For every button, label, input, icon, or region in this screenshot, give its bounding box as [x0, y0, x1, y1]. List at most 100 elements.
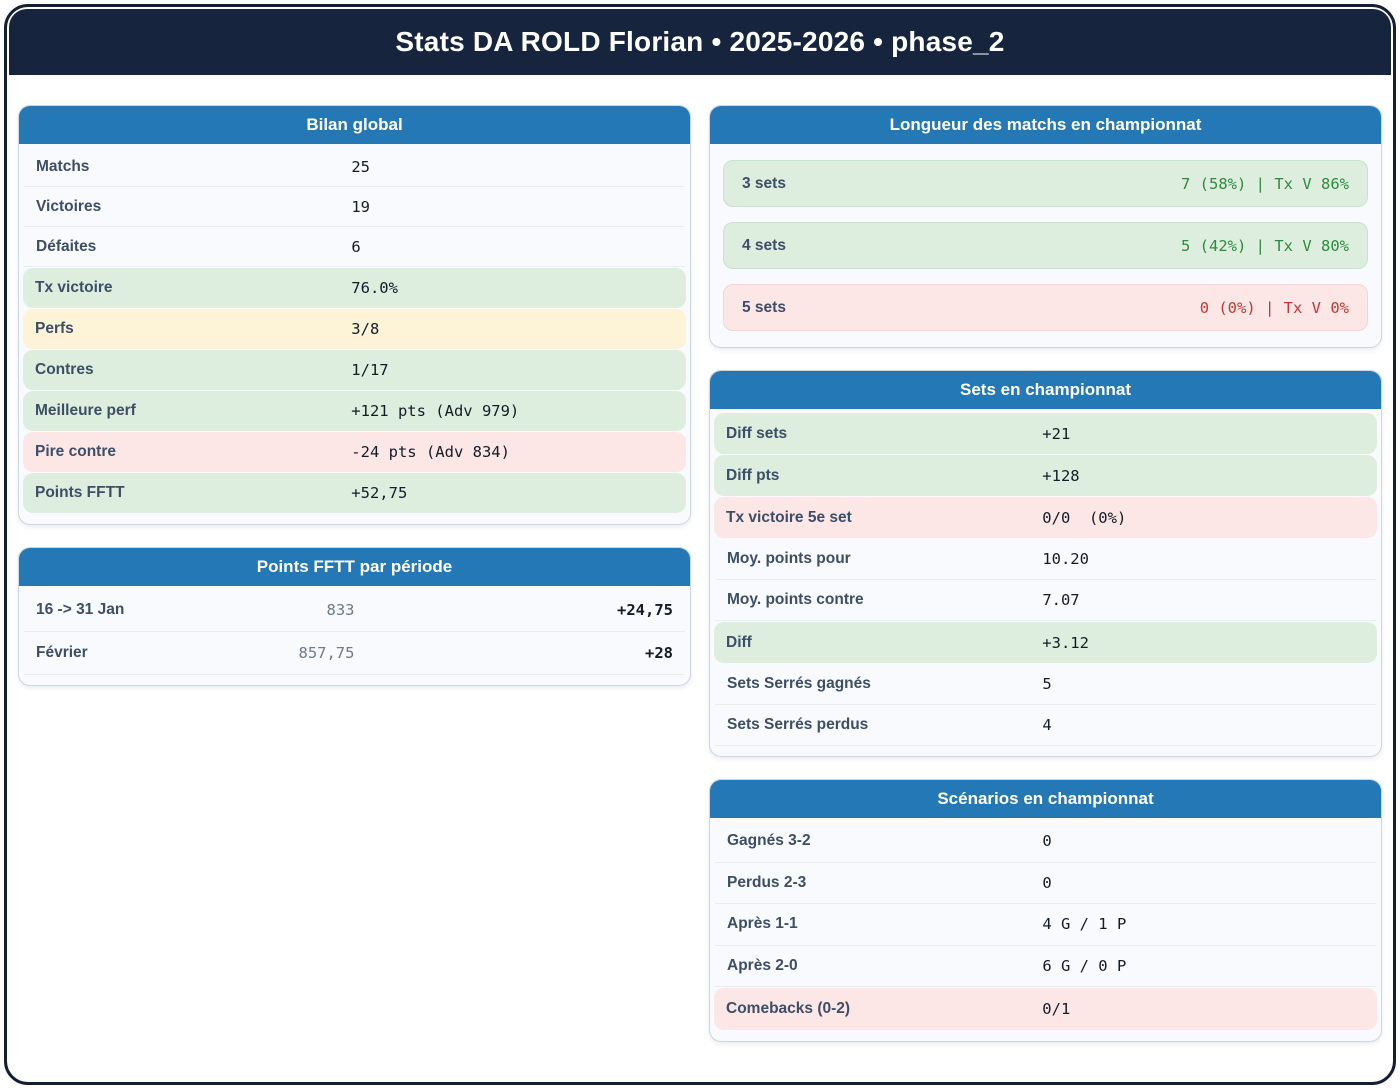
stat-label: Diff pts [726, 466, 780, 484]
stat-label: Meilleure perf [35, 402, 136, 419]
stat-label: Perdus 2-3 [727, 873, 807, 891]
card-body: 16 -> 31 Jan 833 +24,75 Février 857,75 +… [19, 586, 690, 685]
match-length-row: 5 sets 0 (0%) | Tx V 0% [723, 284, 1368, 331]
stat-row: Diff +3.12 [714, 622, 1377, 663]
match-length-label: 5 sets [742, 298, 786, 316]
stat-value: +3.12 [1042, 633, 1089, 652]
stat-value: 1/17 [351, 361, 389, 379]
stat-label: Contres [35, 361, 94, 378]
stat-row: Tx victoire 5e set 0/0 (0%) [714, 497, 1377, 538]
stat-row: Perfs 3/8 [23, 309, 686, 349]
stat-value: +52,75 [351, 484, 408, 502]
stat-value: 4 G / 1 P [1042, 915, 1127, 934]
stat-row: Contres 1/17 [23, 350, 686, 390]
period-row: 16 -> 31 Jan 833 +24,75 [24, 589, 685, 632]
match-length-label: 4 sets [742, 236, 786, 254]
stat-row: Après 2-0 6 G / 0 P [715, 946, 1376, 987]
stat-value: 7.07 [1042, 591, 1080, 609]
stat-value: 0 [1042, 873, 1052, 892]
stat-row: Perdus 2-3 0 [715, 863, 1376, 904]
stat-value: +21 [1042, 424, 1071, 443]
stat-row: Après 1-1 4 G / 1 P [715, 904, 1376, 946]
stat-row: Points FFTT +52,75 [23, 473, 686, 513]
stat-value: 10.20 [1042, 550, 1089, 568]
card-title: Points FFTT par période [19, 548, 690, 586]
stat-label: Victoires [36, 197, 102, 215]
match-length-value: 5 (42%) | Tx V 80% [1181, 236, 1349, 255]
card-longueur-matchs: Longueur des matchs en championnat 3 set… [709, 105, 1382, 348]
period-label: Février [36, 644, 88, 661]
stat-value: 5 [1042, 675, 1052, 693]
stat-value: 4 [1042, 716, 1052, 734]
stat-value: 0/1 [1042, 999, 1071, 1018]
right-column: Longueur des matchs en championnat 3 set… [709, 105, 1382, 1042]
stat-label: Diff [726, 633, 752, 651]
card-title: Longueur des matchs en championnat [710, 106, 1381, 144]
stat-label: Moy. points contre [727, 591, 864, 608]
stat-value: 76.0% [351, 279, 398, 297]
stat-label: Moy. points pour [727, 550, 851, 567]
period-row: Février 857,75 +28 [24, 632, 685, 675]
stat-value: 0/0 (0%) [1042, 508, 1127, 527]
content-grid: Bilan global Matchs 25 Victoires 19 Défa… [7, 75, 1393, 1042]
card-body: Gagnés 3-2 0 Perdus 2-3 0 Après 1-1 4 G … [710, 818, 1381, 1041]
period-points: 857,75 [298, 644, 355, 662]
stat-value: 3/8 [351, 320, 380, 338]
card-title: Scénarios en championnat [710, 780, 1381, 818]
card-title: Bilan global [19, 106, 690, 144]
stat-value: 19 [351, 197, 370, 216]
stat-value: 6 G / 0 P [1042, 956, 1127, 975]
card-bilan-global: Bilan global Matchs 25 Victoires 19 Défa… [18, 105, 691, 525]
card-body: Matchs 25 Victoires 19 Défaites 6 Tx vic… [19, 144, 690, 524]
stat-row: Pire contre -24 pts (Adv 834) [23, 432, 686, 472]
stat-label: Défaites [36, 237, 97, 255]
page-title: Stats DA ROLD Florian • 2025-2026 • phas… [395, 26, 1005, 57]
stat-row: Sets Serrés perdus 4 [715, 705, 1376, 746]
period-points: 833 [326, 601, 355, 619]
stat-label: Sets Serrés gagnés [727, 675, 871, 692]
stat-label: Diff sets [726, 424, 788, 442]
stat-label: Tx victoire [35, 279, 113, 296]
left-column: Bilan global Matchs 25 Victoires 19 Défa… [18, 105, 691, 686]
match-length-value: 0 (0%) | Tx V 0% [1199, 298, 1349, 317]
stat-row: Moy. points pour 10.20 [715, 539, 1376, 580]
stat-row: Meilleure perf +121 pts (Adv 979) [23, 391, 686, 431]
stat-value: 0 [1042, 832, 1052, 851]
card-scenarios-championnat: Scénarios en championnat Gagnés 3-2 0 Pe… [709, 779, 1382, 1042]
stat-row: Diff sets +21 [714, 413, 1377, 454]
stat-label: Sets Serrés perdus [727, 716, 869, 733]
stat-row: Diff pts +128 [714, 455, 1377, 496]
app-header: Stats DA ROLD Florian • 2025-2026 • phas… [9, 9, 1391, 75]
period-delta: +24,75 [617, 601, 673, 619]
card-title: Sets en championnat [710, 371, 1381, 409]
page-frame: Stats DA ROLD Florian • 2025-2026 • phas… [4, 4, 1396, 1085]
stat-value: 6 [351, 237, 361, 256]
card-points-fftt-periode: Points FFTT par période 16 -> 31 Jan 833… [18, 547, 691, 686]
match-length-row: 4 sets 5 (42%) | Tx V 80% [723, 222, 1368, 269]
period-label: 16 -> 31 Jan [36, 601, 125, 618]
stat-value: +128 [1042, 466, 1080, 485]
stat-row: Comebacks (0-2) 0/1 [714, 988, 1377, 1030]
stat-row: Sets Serrés gagnés 5 [715, 664, 1376, 705]
stat-label: Perfs [35, 320, 74, 337]
stat-row: Victoires 19 [24, 187, 685, 227]
match-length-row: 3 sets 7 (58%) | Tx V 86% [723, 160, 1368, 207]
stat-value: 25 [351, 157, 370, 176]
card-body: Diff sets +21 Diff pts +128 Tx victoire … [710, 409, 1381, 756]
stat-label: Après 1-1 [727, 915, 798, 933]
stat-row: Matchs 25 [24, 147, 685, 187]
card-sets-championnat: Sets en championnat Diff sets +21 Diff p… [709, 370, 1382, 757]
stat-row: Moy. points contre 7.07 [715, 580, 1376, 621]
match-length-label: 3 sets [742, 174, 786, 192]
stat-label: Matchs [36, 157, 90, 175]
stat-label: Pire contre [35, 443, 116, 460]
stat-label: Après 2-0 [727, 956, 798, 974]
card-body: 3 sets 7 (58%) | Tx V 86% 4 sets 5 (42%)… [710, 144, 1381, 347]
stat-value: +121 pts (Adv 979) [351, 402, 520, 420]
stat-value: -24 pts (Adv 834) [351, 443, 510, 461]
period-delta: +28 [645, 644, 673, 662]
match-length-value: 7 (58%) | Tx V 86% [1181, 174, 1349, 193]
stat-label: Points FFTT [35, 484, 125, 501]
stat-label: Comebacks (0-2) [726, 999, 851, 1017]
stat-label: Tx victoire 5e set [726, 508, 852, 526]
